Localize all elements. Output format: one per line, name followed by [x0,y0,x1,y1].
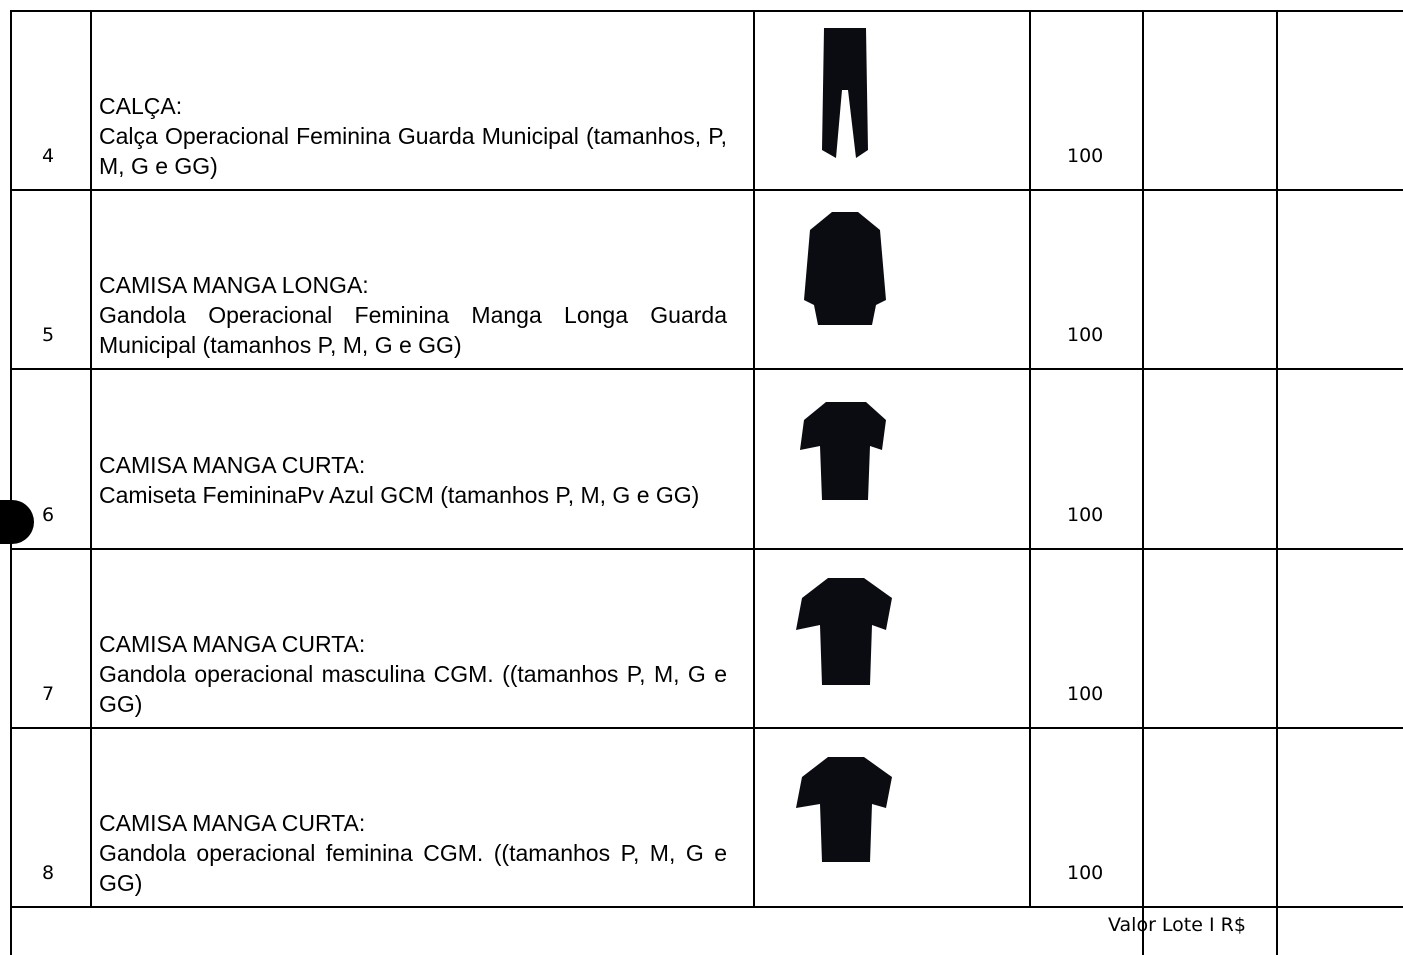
item-title: CAMISA MANGA CURTA: [99,631,366,657]
item-quantity: 100 [1067,862,1104,884]
column-border [10,10,12,955]
item-description-cell: CAMISA MANGA LONGA: Gandola Operacional F… [99,270,727,360]
item-title: CAMISA MANGA CURTA: [99,452,366,478]
column-border [1142,10,1144,955]
item-title: CALÇA: [99,93,183,119]
item-description-cell: CALÇA: Calça Operacional Feminina Guarda … [99,91,727,181]
row-border [10,906,1403,908]
item-quantity: 100 [1067,504,1104,526]
garment-silhouette [800,402,886,500]
item-description-cell: CAMISA MANGA CURTA: Gandola operacional f… [99,808,727,898]
item-number: 7 [42,683,55,705]
item-number: 5 [42,324,55,346]
item-description: Calça Operacional Feminina Guarda Munici… [99,123,727,179]
item-description-cell: CAMISA MANGA CURTA: Camiseta FemininaPv A… [99,450,727,510]
lot-value-label: Valor Lote I R$ [1108,914,1246,936]
item-description: Gandola Operacional Feminina Manga Longa… [99,302,727,358]
item-number: 6 [42,504,55,526]
column-border [753,10,755,906]
punch-hole [0,500,34,544]
item-number: 4 [42,145,55,167]
garment-silhouette [796,757,892,862]
item-description-cell: CAMISA MANGA CURTA: Gandola operacional m… [99,629,727,719]
row-border [10,10,1403,12]
item-title: CAMISA MANGA CURTA: [99,810,366,836]
item-quantity: 100 [1067,324,1104,346]
column-border [1029,10,1031,906]
garment-silhouette [804,212,886,325]
item-quantity: 100 [1067,683,1104,705]
column-border [1276,10,1278,955]
item-quantity: 100 [1067,145,1104,167]
garment-silhouette [796,578,892,685]
garment-silhouette [822,28,868,158]
row-border [10,727,1403,729]
item-title: CAMISA MANGA LONGA: [99,272,369,298]
item-description: Camiseta FemininaPv Azul GCM (tamanhos P… [99,482,700,508]
column-border [90,10,92,906]
row-border [10,368,1403,370]
row-border [10,189,1403,191]
item-description: Gandola operacional masculina CGM. ((tam… [99,661,727,717]
item-description: Gandola operacional feminina CGM. ((tama… [99,840,727,896]
item-number: 8 [42,862,55,884]
row-border [10,548,1403,550]
